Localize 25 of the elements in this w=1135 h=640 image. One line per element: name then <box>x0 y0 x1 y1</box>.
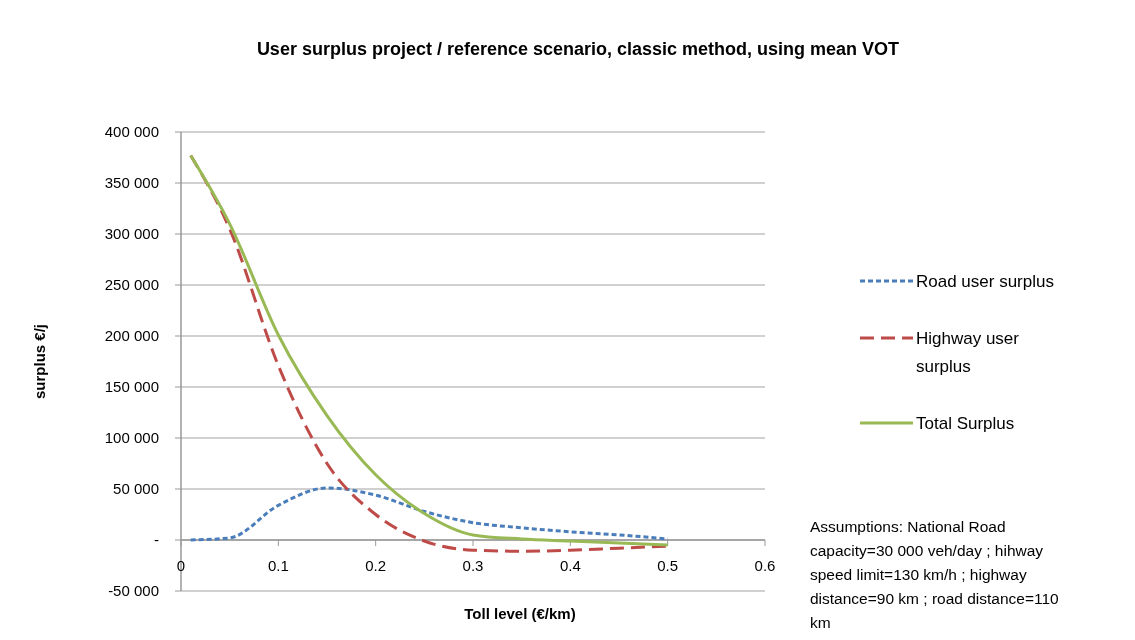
y-axis-title: surplus €/j <box>31 323 48 400</box>
x-tick-label: 0.1 <box>267 557 289 574</box>
y-tick-label: 50 000 <box>113 480 159 497</box>
legend-label: Highway user surplus <box>916 329 1020 376</box>
y-tick-label: 200 000 <box>104 327 159 344</box>
x-tick-label: 0.2 <box>365 557 387 574</box>
legend-label: Total Surplus <box>916 414 1015 433</box>
y-tick-label: 300 000 <box>104 225 159 242</box>
x-tick-label: 0.5 <box>657 557 679 574</box>
y-tick-label: 150 000 <box>104 378 159 395</box>
legend-label: Road user surplus <box>916 272 1054 291</box>
x-tick-label: 0 <box>176 557 186 574</box>
x-tick-label: 0.4 <box>559 557 581 574</box>
x-tick-label: 0.3 <box>462 557 484 574</box>
x-tick-label: 0.6 <box>754 557 776 574</box>
y-tick-label: 400 000 <box>104 123 159 140</box>
chart-title: User surplus project / reference scenario, classic method, using mean VOT <box>256 39 900 59</box>
x-axis-title: Toll level (€/km) <box>464 605 576 622</box>
y-tick-label: 350 000 <box>104 174 159 191</box>
text: Assumptions: National Road capacity=30 000 veh/day ; hihway speed limit=130 km/h ; highway distance=90 km ; road distance=110 km <box>810 518 1060 631</box>
line-series <box>189 486 670 542</box>
y-tick-label: 250 000 <box>104 276 159 293</box>
y-tick-label: -50 000 <box>108 582 159 599</box>
y-tick-label: 100 000 <box>104 429 159 446</box>
y-tick-label: - <box>154 531 159 548</box>
